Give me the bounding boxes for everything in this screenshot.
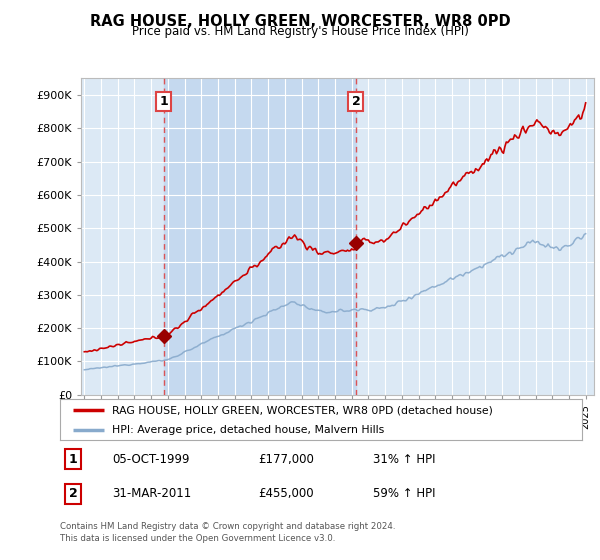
- Text: £177,000: £177,000: [259, 452, 314, 465]
- Text: Contains HM Land Registry data © Crown copyright and database right 2024.
This d: Contains HM Land Registry data © Crown c…: [60, 522, 395, 543]
- Bar: [164, 78, 356, 395]
- Text: 31-MAR-2011: 31-MAR-2011: [112, 487, 191, 500]
- Text: 05-OCT-1999: 05-OCT-1999: [112, 452, 190, 465]
- Text: RAG HOUSE, HOLLY GREEN, WORCESTER, WR8 0PD: RAG HOUSE, HOLLY GREEN, WORCESTER, WR8 0…: [89, 14, 511, 29]
- Text: RAG HOUSE, HOLLY GREEN, WORCESTER, WR8 0PD (detached house): RAG HOUSE, HOLLY GREEN, WORCESTER, WR8 0…: [112, 405, 493, 416]
- Text: 59% ↑ HPI: 59% ↑ HPI: [373, 487, 436, 500]
- Text: 2: 2: [68, 487, 77, 500]
- Text: £455,000: £455,000: [259, 487, 314, 500]
- Text: 31% ↑ HPI: 31% ↑ HPI: [373, 452, 436, 465]
- Text: 1: 1: [160, 95, 168, 108]
- Text: 1: 1: [68, 452, 77, 465]
- Text: 2: 2: [352, 95, 360, 108]
- Text: HPI: Average price, detached house, Malvern Hills: HPI: Average price, detached house, Malv…: [112, 425, 385, 435]
- Text: Price paid vs. HM Land Registry's House Price Index (HPI): Price paid vs. HM Land Registry's House …: [131, 25, 469, 38]
